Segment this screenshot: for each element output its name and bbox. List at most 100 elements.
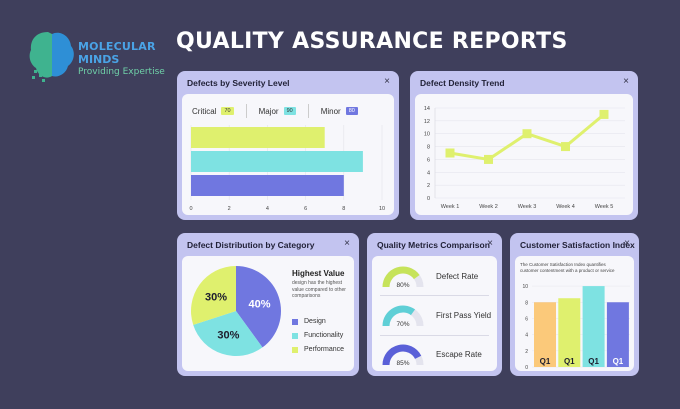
- y-tick-label: 6: [525, 316, 528, 322]
- x-tick-label: 0: [189, 206, 192, 212]
- y-tick-label: 10: [522, 284, 528, 290]
- distribution-card-title: Defect Distribution by Category: [187, 240, 315, 250]
- csi-card-body: The Customer Satisfaction Index quantifi…: [515, 256, 634, 371]
- csi-description: The Customer Satisfaction Index quantifi…: [520, 262, 615, 273]
- x-tick-label: Week 5: [595, 204, 614, 210]
- y-tick-label: 2: [525, 349, 528, 355]
- pie-slice-performance: [191, 266, 236, 325]
- close-icon[interactable]: ×: [344, 238, 350, 249]
- distribution-pie-chart: 40% 30% 30%: [191, 266, 281, 356]
- y-tick-label: 0: [427, 196, 430, 202]
- csi-bar: [606, 302, 629, 367]
- gauge-fill: [382, 344, 422, 366]
- bar-critical: [191, 127, 325, 148]
- distribution-card: Defect Distribution by Category × 40% 30%…: [177, 233, 359, 376]
- metric-label-first-pass-yield: First Pass Yield: [436, 311, 492, 320]
- highest-value-desc: design has the highest value compared to…: [292, 280, 346, 299]
- y-tick-label: 10: [424, 132, 430, 138]
- x-tick-label: 10: [379, 206, 385, 212]
- escape-rate-gauge: 85%: [382, 344, 424, 367]
- csi-bar: [582, 286, 605, 367]
- y-tick-label: 6: [427, 157, 430, 163]
- severity-card: Defects by Severity Level × Critical 70 …: [177, 71, 399, 220]
- csi-card: Customer Satisfaction Index × The Custom…: [510, 233, 639, 376]
- first-pass-yield-gauge: 70%: [382, 305, 424, 328]
- pie-value-label: 40%: [249, 298, 271, 310]
- legend-item-minor: Minor 80: [321, 107, 358, 116]
- gauge-fill: [382, 305, 416, 327]
- pie-value-label: 30%: [217, 330, 239, 342]
- bar-category-label: Q1: [564, 357, 575, 366]
- distribution-card-body: 40% 30% 30% Highest Value design has the h…: [182, 256, 354, 371]
- brand-name-line2: MINDS: [78, 53, 120, 66]
- y-tick-label: 12: [424, 119, 430, 125]
- close-icon[interactable]: ×: [624, 238, 630, 249]
- data-point: [561, 142, 570, 152]
- y-tick-label: 2: [427, 183, 430, 189]
- gauge-value-label: 80%: [396, 282, 409, 289]
- bar-major: [191, 151, 363, 172]
- legend-value-badge: 70: [221, 107, 234, 115]
- gauge-fill: [382, 266, 420, 288]
- pie-legend-performance: Performance: [292, 346, 344, 353]
- x-tick-label: 4: [266, 206, 269, 212]
- y-tick-label: 4: [427, 170, 430, 176]
- legend-swatch: [292, 332, 298, 339]
- legend-label: Performance: [304, 346, 345, 353]
- legend-divider: [245, 104, 247, 118]
- metric-label-defect-rate: Defect Rate: [436, 272, 479, 281]
- y-tick-label: 8: [525, 300, 528, 306]
- y-tick-label: 0: [525, 365, 528, 371]
- y-tick-label: 4: [525, 333, 528, 339]
- close-icon[interactable]: ×: [487, 238, 493, 249]
- brand-tagline: Providing Expertise: [78, 67, 165, 77]
- legend-item-major: Major 90: [259, 107, 296, 116]
- bar-minor: [191, 175, 344, 196]
- pie-value-label: 30%: [205, 291, 227, 303]
- csi-card-title: Customer Satisfaction Index: [520, 240, 635, 250]
- pie-slice-functionality: [193, 311, 263, 356]
- y-tick-label: 8: [427, 145, 430, 151]
- pie-legend-functionality: Functionality: [292, 332, 343, 339]
- legend-value-badge: 80: [345, 107, 358, 115]
- density-card: Defect Density Trend × 0 2 4 6 8 10 12 14 Week 1…: [410, 71, 638, 220]
- x-tick-label: Week 4: [556, 204, 575, 210]
- metrics-card-body: 80% Defect Rate 70% First Pass Yield 85%…: [372, 256, 497, 371]
- brand-name-line1: MOLECULAR: [78, 40, 156, 53]
- metrics-card: Quality Metrics Comparison × 80% Defect …: [367, 233, 502, 376]
- legend-item-critical: Critical 70: [192, 107, 234, 116]
- y-tick-label: 14: [424, 106, 430, 112]
- legend-label: Minor: [320, 106, 341, 116]
- data-point: [599, 109, 609, 119]
- x-tick-label: 8: [342, 206, 345, 212]
- metric-divider: [380, 295, 489, 296]
- x-tick-label: Week 1: [441, 204, 460, 210]
- legend-label: Design: [304, 318, 326, 325]
- severity-bar-chart: 0 2 4 6 8 10: [189, 125, 385, 212]
- x-tick-label: 2: [228, 206, 231, 212]
- metric-divider: [380, 335, 489, 336]
- bar-category-label: Q1: [588, 357, 599, 366]
- legend-divider: [307, 104, 309, 118]
- brain-icon: [29, 32, 74, 82]
- severity-legend: Critical 70 Major 90 Minor 80: [192, 104, 384, 118]
- page-title: QUALITY ASSURANCE REPORTS: [176, 29, 568, 54]
- defect-rate-gauge: 80%: [382, 266, 424, 289]
- csi-bar-chart: 0 2 4 6 8 10 Q1 Q1 Q1 Q1: [522, 284, 630, 371]
- close-icon[interactable]: ×: [623, 76, 629, 87]
- close-icon[interactable]: ×: [384, 76, 390, 87]
- x-tick-label: 6: [304, 206, 307, 212]
- gauge-value-label: 70%: [396, 321, 409, 328]
- density-card-title: Defect Density Trend: [420, 78, 505, 88]
- legend-label: Critical: [192, 106, 217, 116]
- pie-legend-design: Design: [292, 318, 326, 325]
- legend-swatch: [292, 318, 298, 325]
- csi-bar: [534, 302, 556, 367]
- metrics-card-title: Quality Metrics Comparison: [377, 240, 490, 250]
- legend-label: Functionality: [304, 332, 344, 339]
- x-tick-label: Week 2: [479, 204, 498, 210]
- density-card-body: 0 2 4 6 8 10 12 14 Week 1 Week 2 Week 3 Week 4 Week …: [415, 94, 633, 215]
- legend-label: Major: [258, 106, 279, 116]
- pie-slice-design: [236, 266, 281, 348]
- csi-bar: [558, 298, 581, 367]
